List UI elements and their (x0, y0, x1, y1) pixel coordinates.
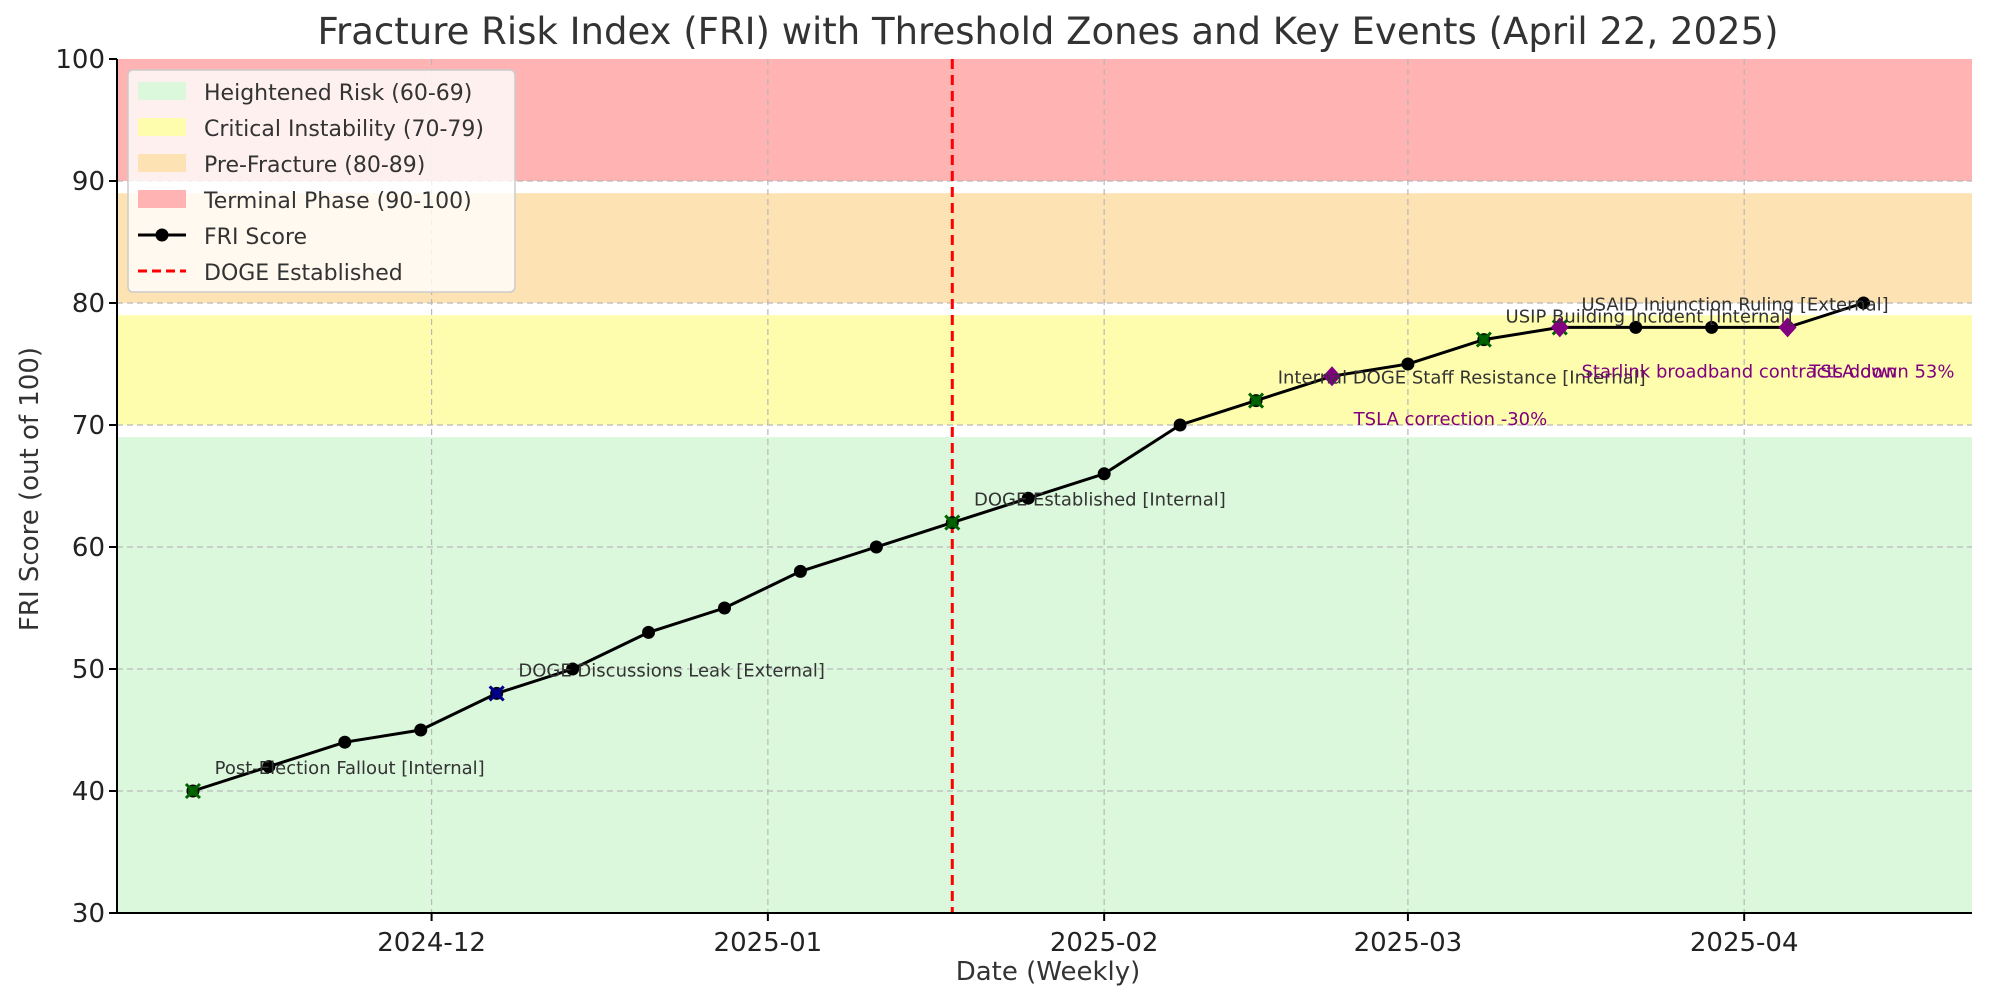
event-x-cross (488, 685, 505, 702)
legend: Heightened Risk (60-69) Critical Instabil… (127, 69, 516, 293)
legend-label-zone-2: Critical Instability (70-79) (204, 117, 484, 142)
event-diamond-marker-2025-02-22 (1322, 366, 1341, 387)
y-tick-label-40: 40 (72, 777, 105, 807)
event-diamond-marker-2025-04-05 (1778, 317, 1797, 338)
x-tick-label-2025-02: 2025-02 (1050, 928, 1159, 958)
event-x-marker-2025-02-15 (1247, 392, 1265, 409)
y-tick-label-30: 30 (72, 899, 105, 929)
axes (116, 59, 1972, 914)
legend-label-zone-1: Heightened Risk (60-69) (204, 81, 472, 106)
legend-label-zone-3: Pre-Fracture (80-89) (204, 153, 425, 178)
annotation-8: Starlink broadband contracts down (1581, 361, 1897, 382)
legend-box (127, 69, 516, 293)
axis-ticks: 30 40 50 60 70 80 90 100 2024-12 2025-01 2025-02 20… (55, 45, 1798, 958)
event-x-marker-2025-03-08 (1475, 331, 1492, 348)
x-tick-label-2024-12: 2024-12 (377, 928, 486, 958)
event-markers (184, 317, 1797, 800)
chart-title: Fracture Risk Index (FRI) with Threshold… (317, 10, 1778, 53)
y-tick-label-80: 80 (72, 289, 105, 319)
annotation-5: USIP Building Incident [Internal] (1506, 307, 1793, 328)
x-axis-label: Date (Weekly) (956, 957, 1141, 987)
legend-label-fri: FRI Score (204, 225, 307, 250)
zone-band-2 (117, 315, 1972, 425)
x-tick-label-2025-01: 2025-01 (714, 928, 823, 958)
legend-swatch-zone-4 (138, 190, 186, 208)
fri-point-2024-12-21 (642, 625, 656, 639)
legend-label-zone-4: Terminal Phase (90-100) (203, 189, 472, 214)
y-tick-label-50: 50 (72, 655, 105, 685)
fri-point-2024-11-23 (338, 735, 352, 749)
annotation-3: DOGE Established [Internal] (974, 490, 1226, 511)
y-tick-label-90: 90 (72, 167, 105, 197)
legend-marker-fri (155, 228, 169, 242)
y-tick-label-70: 70 (72, 411, 105, 441)
event-x-marker-2025-01-18 (944, 514, 961, 531)
annotation-6: USAID Injunction Ruling [External] (1581, 294, 1888, 315)
zone-band-1 (117, 437, 1972, 913)
fri-point-2024-11-30 (414, 723, 428, 737)
fri-point-2025-03-22 (1629, 320, 1643, 334)
event-diamond-marker-2025-03-15 (1550, 317, 1569, 338)
fri-point-2025-02-01 (1097, 467, 1111, 481)
event-x-cross (1475, 331, 1492, 348)
fri-point-2024-11-16 (262, 760, 276, 774)
event-x-cross (1247, 392, 1265, 409)
fri-point-2024-12-14 (566, 662, 580, 676)
grid-lines (117, 59, 1972, 913)
fri-point-2025-01-04 (793, 564, 807, 578)
annotation-7: TSLA correction -30% (1353, 409, 1548, 430)
fri-point-2025-03-01 (1401, 357, 1415, 371)
event-x-cross (944, 514, 961, 531)
x-tick-label-2025-04: 2025-04 (1690, 928, 1799, 958)
annotation-4: Internal DOGE Staff Resistance [Internal… (1278, 368, 1646, 389)
legend-label-doge: DOGE Established (204, 261, 403, 286)
fri-point-2025-04-12 (1857, 296, 1871, 310)
event-x-cross (184, 782, 201, 800)
y-tick-label-60: 60 (72, 533, 105, 563)
event-x-marker-2024-12-07 (488, 685, 505, 702)
legend-swatch-zone-2 (138, 118, 186, 136)
event-annotations: Post-Election Fallout [Internal] DOGE Dis… (215, 294, 1955, 779)
legend-swatch-zone-1 (138, 82, 186, 100)
y-tick-label-100: 100 (55, 45, 105, 75)
fri-point-2024-12-28 (717, 601, 731, 615)
fri-point-2025-02-08 (1173, 418, 1187, 432)
annotation-1: Post-Election Fallout [Internal] (215, 758, 485, 779)
fri-point-2025-03-29 (1705, 320, 1719, 334)
fri-point-2025-01-11 (869, 540, 883, 554)
fri-point-2025-01-25 (1021, 491, 1035, 505)
x-tick-label-2025-03: 2025-03 (1354, 928, 1463, 958)
legend-swatch-zone-3 (138, 154, 186, 172)
annotation-9: TSLA down 53% (1808, 361, 1954, 382)
annotation-2: DOGE Discussions Leak [External] (518, 660, 825, 681)
event-x-marker-2024-11-09 (184, 782, 201, 800)
y-axis-label: FRI Score (out of 100) (15, 347, 45, 631)
